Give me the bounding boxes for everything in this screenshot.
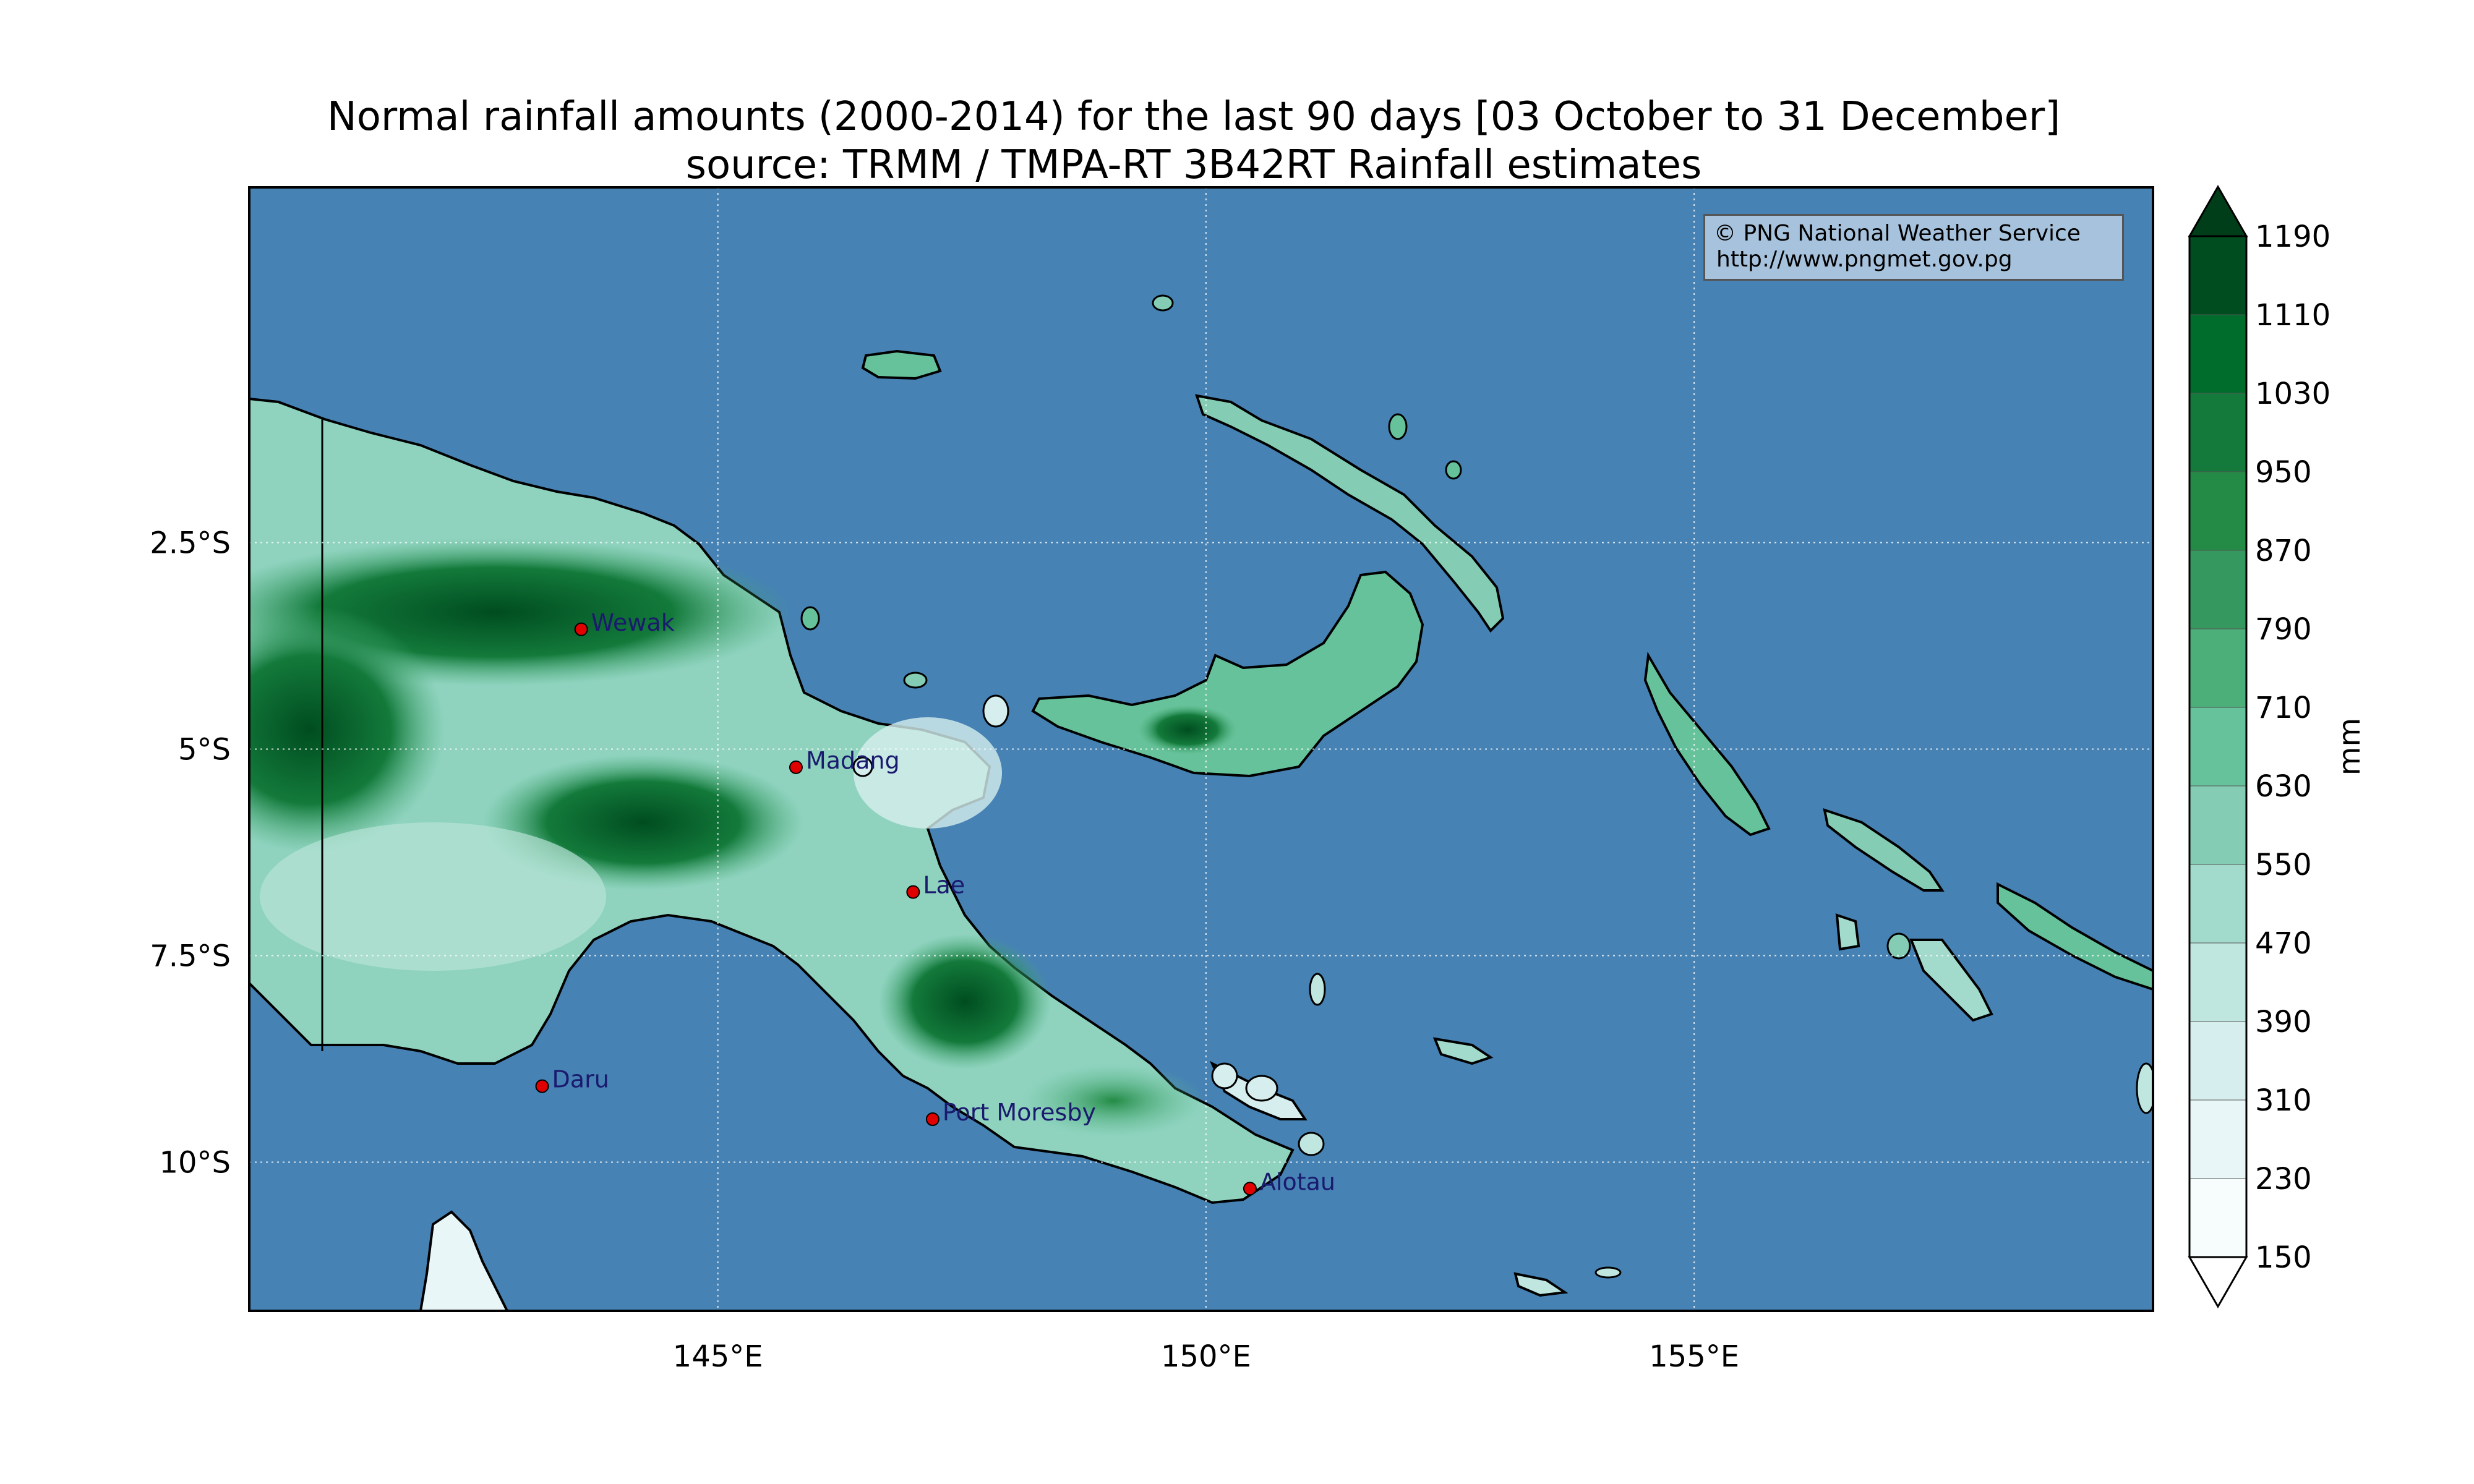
city-marker bbox=[925, 1112, 940, 1127]
city-label: Port Moresby bbox=[943, 1099, 1096, 1126]
colorbar-label: mm bbox=[2332, 718, 2367, 776]
colorbar-tick-label: 870 bbox=[2255, 534, 2312, 568]
colorbar-segment bbox=[2189, 471, 2247, 551]
manus-island bbox=[861, 349, 942, 380]
y-tick-label: 2.5°S bbox=[150, 526, 231, 560]
colorbar-frame bbox=[2188, 235, 2248, 1258]
plot-frame bbox=[248, 186, 2154, 1312]
solomon-island-c bbox=[1909, 939, 1993, 1022]
colorbar: 150 230 310 390 470 550 630 710 790 870 950 1030 111… bbox=[2188, 184, 2367, 1309]
credit-line1: © PNG National Weather Service bbox=[1714, 221, 2081, 246]
rossel-island bbox=[1513, 1272, 1569, 1297]
colorbar-segment bbox=[2189, 785, 2247, 865]
x-tick-label: 145°E bbox=[673, 1339, 763, 1374]
colorbar-tick-label: 470 bbox=[2255, 926, 2312, 961]
colorbar-segment bbox=[2189, 864, 2247, 944]
colorbar-segment bbox=[2189, 236, 2247, 315]
colorbar-tick-label: 390 bbox=[2255, 1005, 2312, 1039]
colorbar-tick-label: 630 bbox=[2255, 769, 2312, 804]
colorbar-tick-label: 950 bbox=[2255, 455, 2312, 490]
city-markers: Wewak Madang Lae Daru Port Moresby Alotau bbox=[535, 609, 1335, 1196]
gridlines bbox=[249, 187, 2153, 1311]
colorbar-segment bbox=[2189, 550, 2247, 629]
colorbar-tick-label: 550 bbox=[2255, 848, 2312, 882]
credit-box: © PNG National Weather Service http://ww… bbox=[1703, 214, 2124, 281]
colorbar-segment bbox=[2189, 1099, 2247, 1179]
colorbar-segment bbox=[2189, 393, 2247, 472]
axis-ticks: 145°E 150°E 155°E 2.5°S 5°S 7.5°S 10°S bbox=[150, 526, 1739, 1374]
colorbar-segment bbox=[2189, 1021, 2247, 1101]
colorbar-tick-label: 230 bbox=[2255, 1162, 2312, 1196]
colorbar-segment bbox=[2189, 314, 2247, 394]
colorbar-tick-label: 710 bbox=[2255, 691, 2312, 725]
colorbar-tick-label: 1190 bbox=[2255, 220, 2331, 254]
credit-url: http://www.pngmet.gov.pg bbox=[1716, 247, 2013, 272]
colorbar-max-extension bbox=[2188, 184, 2248, 237]
city-label: Madang bbox=[806, 747, 900, 774]
new-britain bbox=[1031, 570, 1424, 778]
colorbar-tick-label: 1030 bbox=[2255, 377, 2331, 411]
colorbar-tick-label: 1110 bbox=[2255, 298, 2331, 333]
city-marker bbox=[574, 622, 588, 636]
city-label: Alotau bbox=[1260, 1168, 1335, 1195]
city-label: Lae bbox=[923, 872, 965, 899]
colorbar-segment bbox=[2189, 707, 2247, 787]
woodlark-island bbox=[1432, 1037, 1494, 1065]
city-marker bbox=[789, 760, 803, 774]
solomon-island-d bbox=[1835, 913, 1860, 951]
y-tick-label: 10°S bbox=[159, 1146, 231, 1180]
y-tick-label: 5°S bbox=[178, 733, 231, 767]
city-label: Wewak bbox=[591, 609, 675, 636]
bougainville-island bbox=[1643, 651, 1771, 837]
city-marker bbox=[906, 885, 920, 899]
colorbar-tick-label: 790 bbox=[2255, 612, 2312, 647]
map-title: Normal rainfall amounts (2000-2014) for … bbox=[327, 94, 2061, 140]
solomon-island-a bbox=[1823, 808, 1945, 892]
colorbar-min-extension bbox=[2188, 1256, 2248, 1309]
new-ireland bbox=[1195, 394, 1505, 633]
cape-york bbox=[419, 1210, 509, 1311]
colorbar-segment bbox=[2189, 1178, 2247, 1258]
city-marker bbox=[535, 1079, 549, 1093]
colorbar-segment bbox=[2189, 628, 2247, 708]
colorbar-segment bbox=[2189, 942, 2247, 1022]
colorbar-tick-label: 150 bbox=[2255, 1240, 2312, 1275]
x-tick-label: 150°E bbox=[1161, 1339, 1251, 1374]
map-subtitle: source: TRMM / TMPA-RT 3B42RT Rainfall e… bbox=[685, 142, 1702, 188]
city-marker bbox=[1243, 1182, 1257, 1196]
colorbar-tick-label: 310 bbox=[2255, 1083, 2312, 1118]
city-label: Daru bbox=[552, 1066, 609, 1093]
solomon-island-b bbox=[1997, 882, 2153, 991]
y-tick-label: 7.5°S bbox=[150, 939, 231, 974]
x-tick-label: 155°E bbox=[1649, 1339, 1739, 1374]
